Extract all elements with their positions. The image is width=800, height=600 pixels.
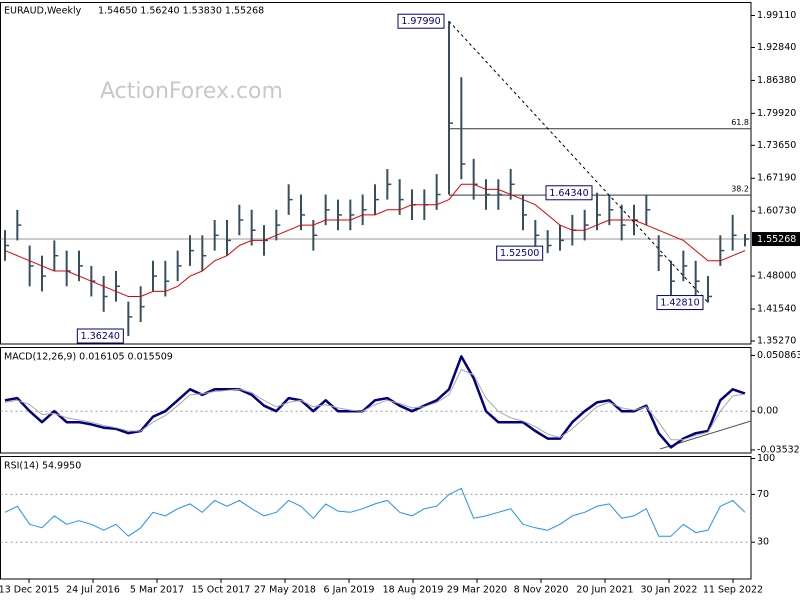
indicator-line [4,183,746,297]
x-tick-label: 24 Jul 2016 [66,585,120,596]
y-tick-label: 1.67190 [757,173,796,184]
last-price-box [752,232,800,247]
y-tick-label: -0.035322 [757,444,800,455]
y-tick-label: 1.35270 [757,335,796,346]
x-tick-label: 11 Sep 2022 [703,585,763,596]
y-tick-label: 0.050863 [757,350,800,361]
watermark: ActionForex.com [100,79,283,104]
macd-title: MACD(12,26,9) 0.016105 0.015509 [4,352,173,363]
x-tick-label: 5 Mar 2017 [130,585,184,596]
y-tick-label: 0.00 [757,406,778,417]
x-tick-label: 18 Aug 2019 [383,585,444,596]
rsi-panel [0,456,752,580]
annotation-box [656,295,704,311]
last-price-label: 1.55268 [757,234,796,245]
indicator-line [4,355,746,449]
indicator-line [4,487,746,537]
x-tick-label: 8 Nov 2020 [514,585,569,596]
annotation-label: 1.36240 [81,331,120,342]
y-tick-label: 1.99110 [757,10,796,21]
y-tick-label: 1.48000 [757,271,796,282]
y-tick-label: 1.92840 [757,42,796,53]
x-tick-label: 20 Jun 2021 [576,585,633,596]
annotation-box [76,328,124,344]
y-tick-label: 1.86380 [757,75,796,86]
trend-line [448,20,709,303]
macd-panel [0,347,752,454]
rsi-title: RSI(14) 54.9950 [4,461,81,472]
price-panel [0,2,752,345]
x-tick-label: 30 Jan 2022 [641,585,698,596]
x-tick-label: 6 Jan 2019 [324,585,375,596]
annotation-box [545,185,593,201]
y-tick-label: 1.73650 [757,140,796,151]
x-tick-label: 15 Oct 2017 [192,585,251,596]
annotation-box [496,245,544,261]
y-tick-label: 1.60730 [757,206,796,217]
fib-label: 61.8 [731,118,749,127]
y-tick-label: 30 [757,537,769,548]
x-tick-label: 13 Dec 2015 [0,585,59,596]
annotation-label: 1.64340 [549,188,588,199]
ohlc-values: 1.54650 1.56240 1.53830 1.55268 [98,6,264,17]
indicator-line [4,369,746,441]
chart-title: EURAUD,Weekly [4,6,82,17]
annotation-label: 1.42810 [660,298,699,309]
y-tick-label: 1.41540 [757,304,796,315]
annotation-label: 1.52500 [500,248,539,259]
y-tick-label: 70 [757,489,769,500]
y-tick-label: 100 [757,453,775,464]
x-tick-label: 27 May 2018 [254,585,316,596]
fib-label: 38.2 [731,185,749,194]
x-tick-label: 29 Mar 2020 [447,585,507,596]
annotation-box [397,13,445,29]
annotation-label: 1.97990 [401,16,440,27]
y-tick-label: 1.79920 [757,108,796,119]
